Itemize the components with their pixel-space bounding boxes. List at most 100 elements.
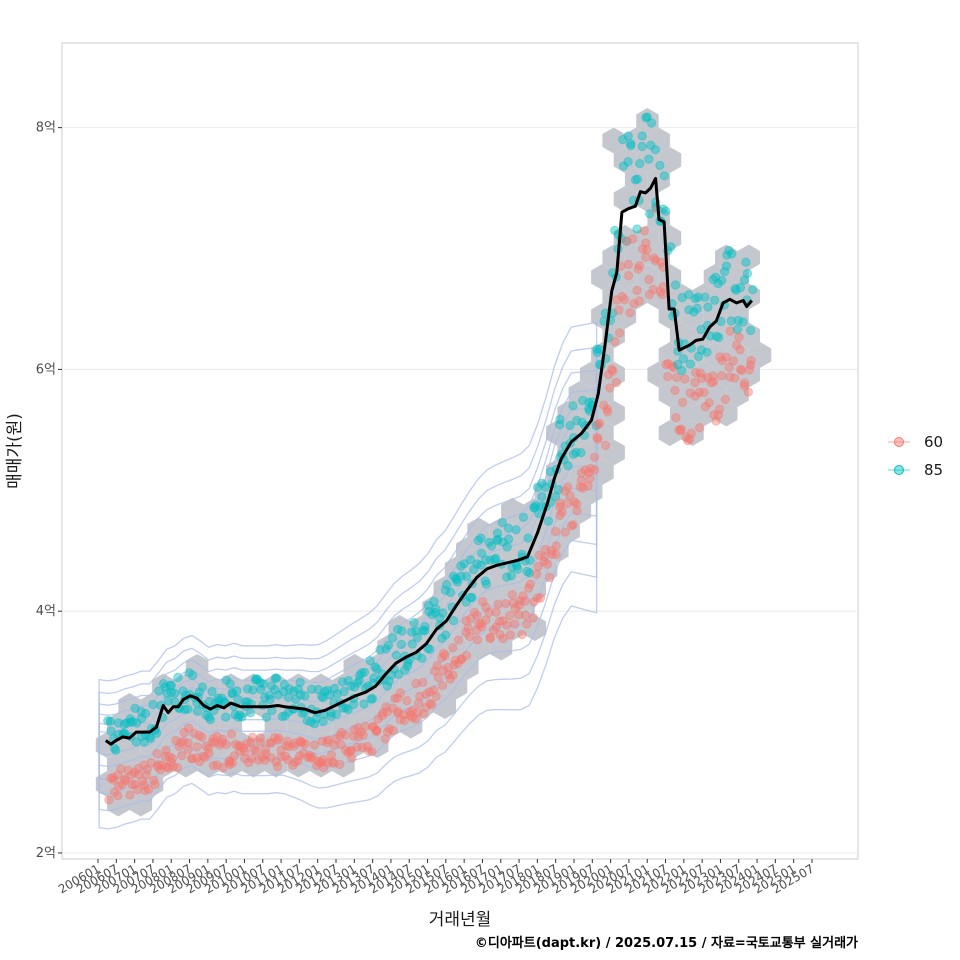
- point-60: [708, 377, 719, 387]
- point-60: [469, 607, 480, 618]
- point-85: [642, 112, 652, 122]
- point-60: [317, 757, 327, 767]
- point-60: [690, 391, 700, 401]
- hexbin-cell: [501, 537, 524, 563]
- point-85: [163, 696, 173, 706]
- point-60: [125, 790, 135, 800]
- point-85: [331, 709, 342, 719]
- point-85: [125, 717, 136, 727]
- point-60: [735, 364, 746, 374]
- point-60: [592, 432, 602, 443]
- point-85: [545, 467, 555, 477]
- point-60: [456, 654, 466, 664]
- point-60: [720, 394, 730, 405]
- hexbin-cell: [411, 615, 434, 641]
- point-60: [717, 355, 727, 366]
- point-85: [184, 668, 194, 678]
- point-60: [183, 738, 193, 748]
- point-85: [136, 706, 146, 717]
- point-60: [349, 731, 359, 741]
- point-60: [593, 434, 603, 444]
- point-85: [309, 719, 320, 729]
- hexbin-cell: [456, 654, 479, 680]
- hexbin-cell: [501, 615, 524, 641]
- point-60: [108, 772, 118, 783]
- point-60: [433, 672, 443, 683]
- hexbin-cell: [681, 420, 704, 446]
- point-85: [284, 684, 294, 694]
- point-85: [267, 681, 277, 691]
- point-60: [371, 726, 382, 737]
- point-60: [551, 541, 561, 551]
- point-85: [357, 668, 367, 678]
- point-85: [689, 307, 699, 317]
- point-60: [634, 261, 645, 271]
- point-60: [739, 381, 750, 391]
- point-60: [449, 660, 459, 670]
- point-60: [143, 784, 154, 795]
- point-60: [194, 756, 205, 767]
- point-60: [663, 372, 673, 382]
- y-tick-label: 2억: [36, 846, 56, 861]
- point-85: [420, 622, 430, 632]
- point-60: [367, 747, 377, 757]
- point-60: [235, 741, 246, 751]
- hexbin-cell: [647, 361, 670, 388]
- hexbin-cell: [95, 771, 119, 797]
- point-60: [384, 724, 394, 734]
- point-85: [160, 682, 170, 692]
- point-85: [659, 171, 669, 181]
- point-60: [274, 733, 284, 743]
- point-60: [283, 755, 293, 765]
- point-85: [427, 609, 437, 620]
- point-60: [162, 762, 172, 772]
- hexbin-cell: [737, 361, 760, 388]
- hexbin-cell: [737, 244, 760, 271]
- point-85: [420, 626, 430, 636]
- point-85: [739, 275, 750, 285]
- hexbin-cell: [748, 342, 772, 368]
- point-85: [162, 688, 172, 698]
- hexbin-cell: [715, 244, 738, 271]
- point-85: [349, 699, 359, 710]
- point-60: [547, 545, 557, 556]
- point-85: [498, 537, 508, 547]
- hexbin-cell: [444, 634, 468, 661]
- point-60: [266, 753, 276, 763]
- point-85: [677, 365, 687, 376]
- point-60: [290, 757, 300, 767]
- point-85: [424, 606, 434, 617]
- point-85: [465, 555, 476, 565]
- point-85: [127, 717, 138, 727]
- point-85: [180, 705, 190, 715]
- point-60: [318, 763, 329, 773]
- point-85: [230, 709, 240, 720]
- point-85: [480, 576, 490, 586]
- point-60: [390, 693, 400, 704]
- point-85: [710, 295, 720, 305]
- point-85: [450, 573, 461, 584]
- point-60: [194, 730, 205, 741]
- point-60: [399, 710, 409, 720]
- point-60: [725, 372, 735, 382]
- point-85: [489, 555, 500, 565]
- hexbin-cell: [332, 751, 355, 778]
- point-85: [476, 533, 486, 543]
- point-85: [270, 684, 280, 695]
- point-60: [113, 791, 123, 801]
- point-60: [531, 569, 542, 579]
- hexbin-cell: [388, 693, 411, 719]
- hexbin-cell: [118, 693, 141, 719]
- point-85: [113, 718, 124, 728]
- point-60: [229, 751, 239, 761]
- point-85: [273, 690, 283, 700]
- hexbin-cell: [658, 264, 682, 290]
- point-85: [306, 684, 317, 694]
- point-60: [208, 761, 219, 771]
- point-60: [239, 743, 249, 753]
- point-85: [571, 447, 581, 458]
- hexbin-cell: [624, 127, 648, 154]
- point-85: [710, 272, 721, 282]
- point-85: [618, 161, 629, 171]
- point-60: [257, 752, 267, 762]
